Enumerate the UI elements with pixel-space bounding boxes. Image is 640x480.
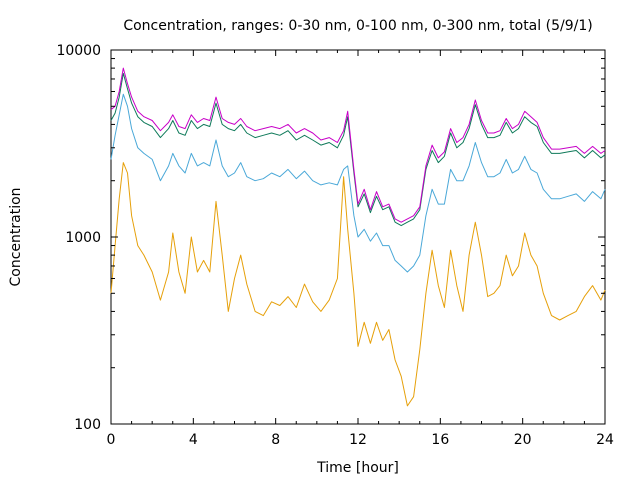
y-tick-label: 1000 (65, 230, 101, 246)
x-tick-label: 16 (431, 432, 449, 448)
series-line-2 (110, 93, 606, 273)
y-axis-label: Concentration (8, 187, 24, 286)
series-line-4 (110, 67, 606, 223)
x-tick-label: 24 (596, 432, 614, 448)
x-axis-label: Time [hour] (316, 460, 399, 476)
axis-ticks: 0 4 8 12 16 20 24 100 1000 10000 (56, 43, 614, 448)
y-tick-label: 10000 (56, 43, 101, 59)
series-line-1 (110, 162, 606, 407)
x-tick-label: 12 (349, 432, 367, 448)
x-tick-label: 8 (271, 432, 280, 448)
series-line-3 (110, 72, 606, 227)
y-tick-label: 100 (74, 417, 101, 433)
x-tick-label: 4 (189, 432, 198, 448)
chart-title: Concentration, ranges: 0-30 nm, 0-100 nm… (123, 18, 592, 34)
x-tick-label: 0 (107, 432, 116, 448)
x-tick-label: 20 (514, 432, 532, 448)
series-group (110, 67, 606, 407)
